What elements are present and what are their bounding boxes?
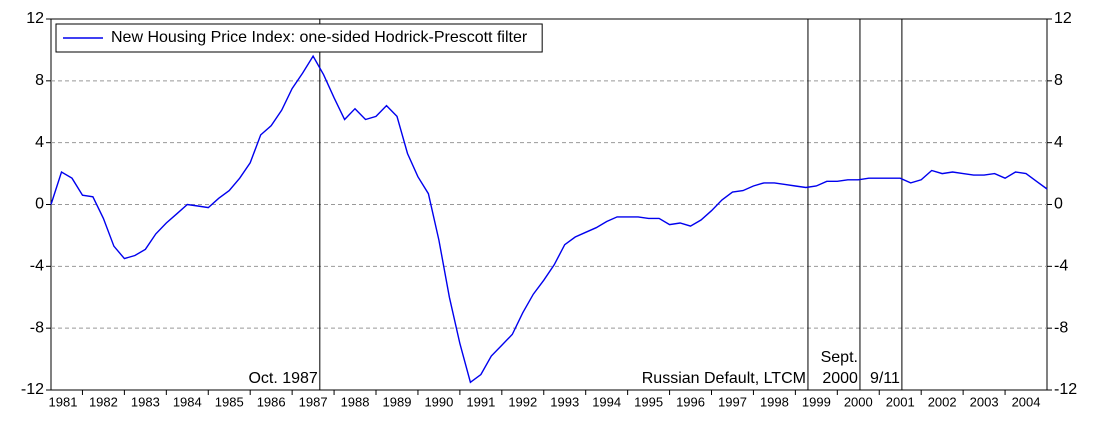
y-tick-label-right: -12 bbox=[1054, 381, 1077, 398]
y-tick-label-right: 8 bbox=[1054, 72, 1063, 89]
x-tick-label: 1994 bbox=[592, 394, 621, 409]
event-label: Russian Default, LTCM bbox=[642, 370, 806, 387]
x-tick-label: 1981 bbox=[49, 394, 78, 409]
y-tick-label-right: 12 bbox=[1054, 10, 1072, 27]
x-tick-label: 1984 bbox=[173, 394, 202, 409]
x-tick-label: 1983 bbox=[131, 394, 160, 409]
x-tick-label: 1991 bbox=[466, 394, 495, 409]
x-tick-label: 1988 bbox=[341, 394, 370, 409]
x-tick-label: 1987 bbox=[299, 394, 328, 409]
x-tick-label: 2004 bbox=[1012, 394, 1041, 409]
y-tick-label: 4 bbox=[35, 134, 44, 151]
x-tick-label: 1993 bbox=[550, 394, 579, 409]
event-label: 9/11 bbox=[870, 370, 900, 387]
event-label: Sept. bbox=[821, 349, 858, 366]
x-tick-label: 1999 bbox=[802, 394, 831, 409]
x-tick-label: 1997 bbox=[718, 394, 747, 409]
y-tick-label-right: 4 bbox=[1054, 134, 1063, 151]
x-tick-label: 1986 bbox=[257, 394, 286, 409]
x-tick-label: 1998 bbox=[760, 394, 789, 409]
x-tick-label: 1985 bbox=[215, 394, 244, 409]
x-tick-label: 1982 bbox=[89, 394, 118, 409]
event-label: Oct. 1987 bbox=[248, 370, 317, 387]
y-tick-label: -12 bbox=[21, 381, 44, 398]
x-tick-label: 1989 bbox=[383, 394, 412, 409]
y-tick-label: 8 bbox=[35, 72, 44, 89]
y-tick-label-right: -8 bbox=[1054, 319, 1068, 336]
y-tick-label: -8 bbox=[30, 319, 44, 336]
x-tick-label: 2001 bbox=[886, 394, 915, 409]
x-tick-label: 1995 bbox=[634, 394, 663, 409]
x-tick-label: 1992 bbox=[508, 394, 537, 409]
legend-label: New Housing Price Index: one-sided Hodri… bbox=[111, 29, 528, 46]
x-tick-label: 2003 bbox=[970, 394, 999, 409]
y-tick-label-right: -4 bbox=[1054, 258, 1068, 275]
y-tick-label: 12 bbox=[26, 10, 44, 27]
y-tick-label-right: 0 bbox=[1054, 196, 1063, 213]
x-tick-label: 1990 bbox=[424, 394, 453, 409]
x-tick-label: 2002 bbox=[928, 394, 957, 409]
y-tick-label: -4 bbox=[30, 258, 44, 275]
legend-box bbox=[55, 23, 543, 53]
x-tick-label: 1996 bbox=[676, 394, 705, 409]
event-label: 2000 bbox=[822, 370, 858, 387]
x-tick-label: 2000 bbox=[844, 394, 873, 409]
legend: New Housing Price Index: one-sided Hodri… bbox=[55, 23, 543, 53]
y-tick-label: 0 bbox=[35, 196, 44, 213]
series-line bbox=[50, 54, 1048, 384]
